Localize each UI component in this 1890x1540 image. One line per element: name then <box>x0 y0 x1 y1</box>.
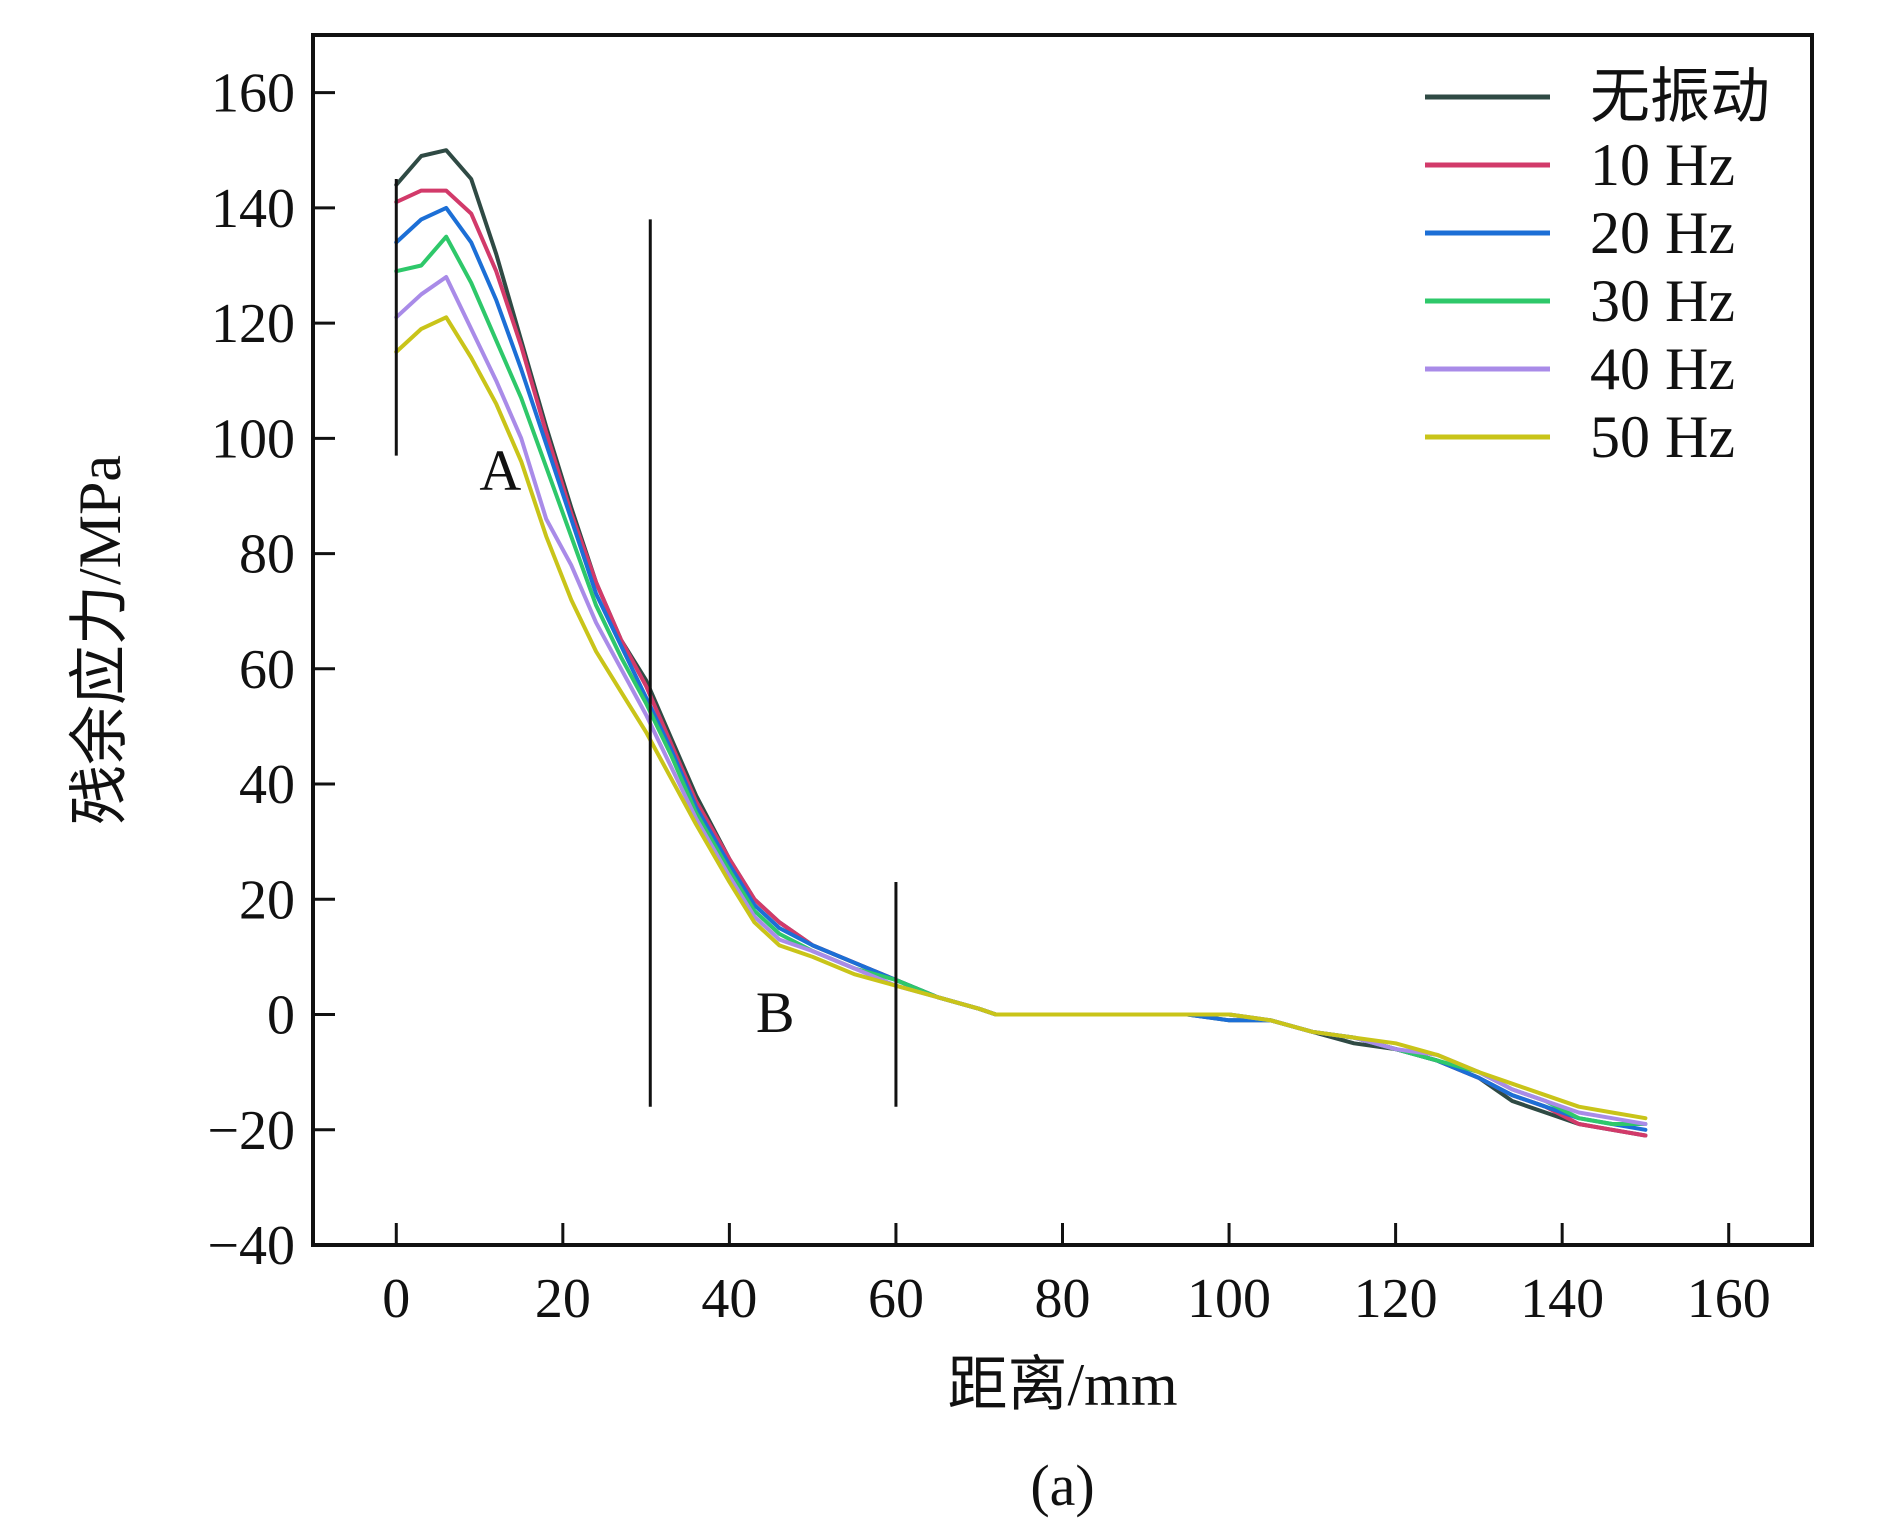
x-tick-label: 40 <box>701 1268 757 1330</box>
y-axis-title: 残余应力/MPa <box>67 455 133 825</box>
legend-label: 10 Hz <box>1590 132 1735 198</box>
legend-label: 无振动 <box>1590 64 1770 130</box>
annotation-label-b: B <box>756 980 795 1045</box>
legend-label: 40 Hz <box>1590 336 1735 402</box>
region-dividers <box>394 179 898 1107</box>
x-axis-title: 距离/mm <box>947 1352 1177 1418</box>
series-line-2 <box>394 205 1648 1132</box>
x-tick-label: 80 <box>1035 1268 1091 1330</box>
x-tick-label: 140 <box>1520 1268 1604 1330</box>
x-tick-label: 120 <box>1354 1268 1438 1330</box>
plot-frame <box>311 33 1814 1247</box>
x-tick-label: 20 <box>535 1268 591 1330</box>
y-axis-ticks: −40 −20 0 20 40 60 80 100 120 140 160 <box>207 63 335 1277</box>
x-tick-label: 160 <box>1687 1268 1771 1330</box>
legend-label: 50 Hz <box>1590 404 1735 470</box>
y-tick-label: 120 <box>211 293 295 355</box>
y-tick-label: 0 <box>267 985 295 1047</box>
x-tick-label: 0 <box>382 1268 410 1330</box>
legend-label: 20 Hz <box>1590 200 1735 266</box>
y-tick-label: 140 <box>211 178 295 240</box>
x-axis-ticks: 0 20 40 60 80 100 120 140 160 <box>382 1223 1771 1330</box>
annotation-label-a: A <box>479 438 521 503</box>
x-tick-label: 60 <box>868 1268 924 1330</box>
y-tick-label: 160 <box>211 63 295 125</box>
y-tick-label: −40 <box>207 1215 295 1277</box>
y-tick-label: 100 <box>211 408 295 470</box>
x-tick-label: 100 <box>1187 1268 1271 1330</box>
y-tick-label: −20 <box>207 1100 295 1162</box>
series-lines <box>394 148 1648 1138</box>
y-tick-label: 20 <box>239 869 295 931</box>
series-line-4 <box>394 275 1648 1126</box>
series-line-1 <box>394 188 1648 1138</box>
region-annotations: AB <box>479 438 794 1045</box>
y-tick-label: 60 <box>239 639 295 701</box>
legend-label: 30 Hz <box>1590 268 1735 334</box>
series-line-0 <box>394 148 1648 1138</box>
y-tick-label: 40 <box>239 754 295 816</box>
y-tick-label: 80 <box>239 524 295 586</box>
figure-caption: (a) <box>1030 1453 1094 1518</box>
